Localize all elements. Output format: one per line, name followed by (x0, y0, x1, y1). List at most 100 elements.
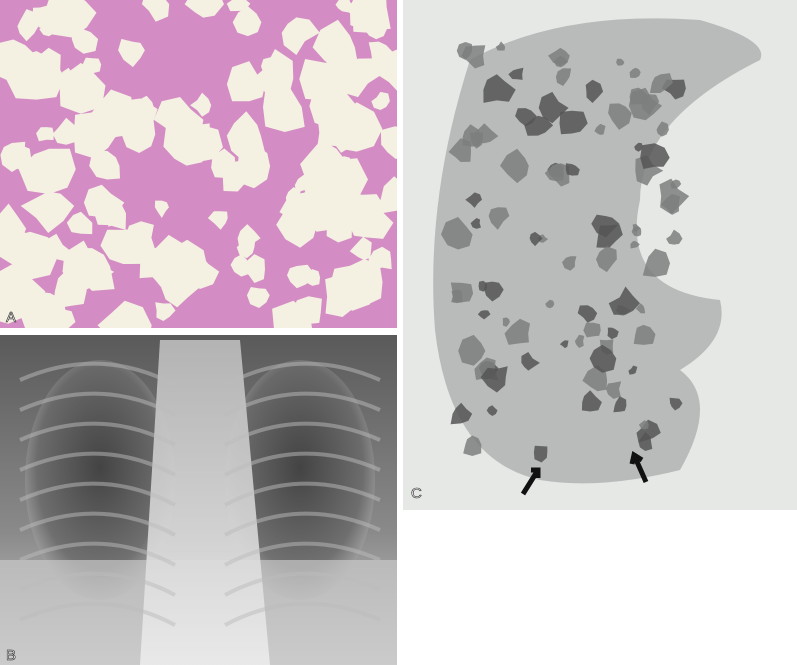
cyst (583, 322, 601, 338)
rib (19, 541, 176, 567)
cyst (545, 299, 555, 309)
cysts (441, 41, 690, 463)
alveolus (89, 150, 120, 180)
cyst (613, 396, 627, 413)
rib (19, 451, 176, 477)
alveolus (39, 233, 71, 263)
lung-right (25, 360, 175, 600)
alveolus (141, 0, 170, 22)
alveolus (281, 17, 320, 55)
alveolus (230, 254, 250, 277)
alveolus (337, 102, 383, 152)
panel-label: A (6, 309, 16, 326)
cyst (642, 248, 670, 277)
alveolus (88, 89, 133, 142)
alveolus (374, 49, 397, 91)
alveolus (0, 239, 30, 270)
alveolus (232, 6, 262, 37)
cyst (636, 419, 661, 443)
alveoli (0, 0, 397, 328)
cyst (448, 138, 471, 162)
cyst (483, 74, 516, 103)
alveolus (36, 127, 54, 142)
alveolus (108, 210, 126, 227)
cyst (504, 318, 530, 345)
cyst (633, 324, 656, 345)
alveolus (226, 111, 266, 164)
cyst (470, 218, 481, 229)
alveolus (335, 0, 352, 13)
cyst (565, 163, 580, 176)
alveolus (299, 57, 347, 101)
rib (19, 571, 176, 597)
rib (19, 421, 176, 447)
rib (224, 541, 381, 567)
rib (19, 361, 176, 387)
alveolus (336, 156, 350, 173)
cyst (515, 108, 537, 127)
alveolus (237, 224, 261, 248)
alveolus (0, 203, 27, 260)
alveolus (83, 184, 125, 218)
cyst (608, 103, 632, 130)
cyst (533, 445, 548, 463)
alveolus (275, 69, 294, 85)
cyst (591, 214, 620, 238)
rib (224, 511, 381, 537)
cyst (669, 397, 683, 411)
alveolus (0, 39, 38, 83)
cyst (596, 246, 617, 273)
cyst (628, 365, 638, 375)
cyst (666, 229, 683, 245)
alveolus (52, 117, 78, 145)
cyst (502, 317, 510, 327)
alveolus (261, 57, 277, 77)
rib (224, 391, 381, 417)
alveolus (142, 234, 196, 297)
cyst (463, 435, 482, 456)
lung (433, 18, 762, 484)
cyst (495, 41, 506, 51)
cyst (486, 405, 498, 416)
alveolus (50, 150, 74, 174)
cyst (488, 207, 510, 230)
alveolus (349, 236, 372, 260)
alveolus (279, 196, 315, 232)
cyst (559, 110, 588, 135)
cyst (555, 68, 572, 86)
alveolus (344, 258, 383, 306)
alveolus (125, 221, 157, 259)
panel-label: B (6, 647, 16, 664)
cyst (469, 132, 484, 149)
alveolus (371, 91, 390, 110)
cyst (450, 282, 474, 303)
ribs (19, 361, 381, 627)
cyst (659, 178, 690, 215)
cyst (605, 381, 622, 399)
alveolus (154, 200, 169, 218)
alveolus (8, 144, 33, 171)
mediastinum (140, 340, 270, 665)
alveolus (287, 264, 316, 289)
rib (19, 601, 176, 627)
cyst (477, 310, 491, 320)
alveolus (32, 4, 52, 29)
cyst (581, 390, 602, 412)
alveolus (246, 287, 270, 308)
alveolus (30, 47, 61, 83)
cyst (480, 366, 508, 393)
cyst (538, 91, 569, 124)
rib (224, 481, 381, 507)
cyst (608, 286, 640, 315)
cyst (562, 256, 577, 271)
alveolus (20, 191, 75, 233)
cyst (607, 327, 619, 340)
panel-a (0, 0, 397, 328)
cyst (577, 305, 598, 323)
cyst (640, 143, 670, 169)
alveolus (207, 211, 228, 230)
alveolus (226, 61, 266, 102)
cyst (589, 344, 617, 373)
alveolus (0, 281, 34, 324)
alveolus (43, 308, 76, 328)
